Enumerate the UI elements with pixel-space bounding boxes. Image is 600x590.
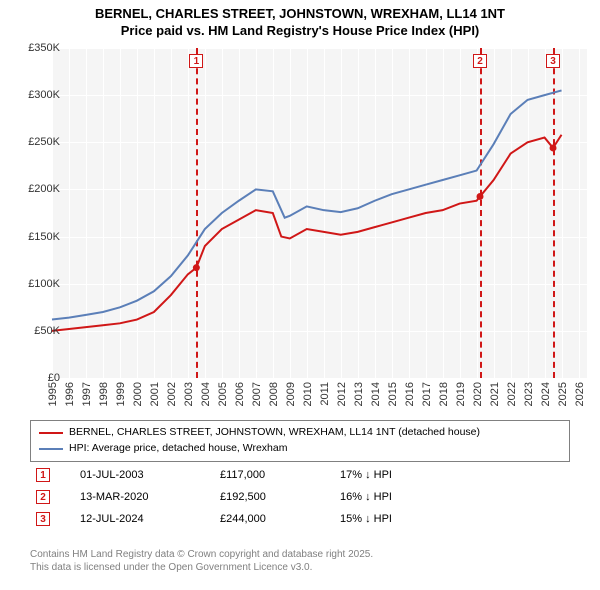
footer-line1: Contains HM Land Registry data © Crown c… bbox=[30, 549, 373, 560]
event-marker: 2 bbox=[473, 54, 487, 68]
legend-label: BERNEL, CHARLES STREET, JOHNSTOWN, WREXH… bbox=[69, 425, 480, 441]
sale-price: £117,000 bbox=[220, 469, 310, 481]
sale-row: 1 01-JUL-2003 £117,000 17% ↓ HPI bbox=[30, 464, 570, 486]
sale-row: 3 12-JUL-2024 £244,000 15% ↓ HPI bbox=[30, 508, 570, 530]
y-axis-label: £350K bbox=[28, 42, 60, 54]
x-axis-label: 2009 bbox=[285, 382, 297, 406]
sale-price: £244,000 bbox=[220, 513, 310, 525]
x-axis-label: 2021 bbox=[489, 382, 501, 406]
x-axis-label: 2001 bbox=[149, 382, 161, 406]
footer: Contains HM Land Registry data © Crown c… bbox=[30, 548, 373, 574]
sale-date: 12-JUL-2024 bbox=[80, 513, 190, 525]
gridline-h bbox=[52, 378, 587, 379]
chart-container: BERNEL, CHARLES STREET, JOHNSTOWN, WREXH… bbox=[0, 0, 600, 590]
x-axis-label: 2018 bbox=[438, 382, 450, 406]
sale-row: 2 13-MAR-2020 £192,500 16% ↓ HPI bbox=[30, 486, 570, 508]
x-axis-label: 2025 bbox=[557, 382, 569, 406]
sale-marker: 1 bbox=[36, 468, 50, 482]
x-axis-label: 2019 bbox=[455, 382, 467, 406]
x-axis-label: 2013 bbox=[353, 382, 365, 406]
legend-swatch bbox=[39, 448, 63, 450]
x-axis-label: 2005 bbox=[217, 382, 229, 406]
y-axis-label: £150K bbox=[28, 231, 60, 243]
x-axis-label: 2000 bbox=[132, 382, 144, 406]
y-axis-label: £100K bbox=[28, 278, 60, 290]
x-axis-label: 2017 bbox=[421, 382, 433, 406]
x-axis-label: 2015 bbox=[387, 382, 399, 406]
plot-area: 1 2 3 bbox=[52, 48, 587, 378]
series-line-price_paid bbox=[52, 135, 562, 331]
series-marker bbox=[193, 264, 200, 271]
x-axis-label: 1998 bbox=[98, 382, 110, 406]
series-marker bbox=[550, 144, 557, 151]
sale-pct: 17% ↓ HPI bbox=[340, 469, 440, 481]
x-axis-label: 2011 bbox=[319, 382, 331, 406]
event-marker: 3 bbox=[546, 54, 560, 68]
x-axis-label: 2022 bbox=[506, 382, 518, 406]
legend: BERNEL, CHARLES STREET, JOHNSTOWN, WREXH… bbox=[30, 420, 570, 462]
chart-title: BERNEL, CHARLES STREET, JOHNSTOWN, WREXH… bbox=[0, 0, 600, 40]
line-svg bbox=[52, 48, 587, 378]
event-marker: 1 bbox=[189, 54, 203, 68]
x-axis-label: 2014 bbox=[370, 382, 382, 406]
x-axis-label: 1999 bbox=[115, 382, 127, 406]
legend-swatch bbox=[39, 432, 63, 434]
legend-label: HPI: Average price, detached house, Wrex… bbox=[69, 441, 288, 457]
sale-date: 13-MAR-2020 bbox=[80, 491, 190, 503]
x-axis-label: 2006 bbox=[234, 382, 246, 406]
x-axis-label: 2008 bbox=[268, 382, 280, 406]
x-axis-label: 2024 bbox=[540, 382, 552, 406]
footer-line2: This data is licensed under the Open Gov… bbox=[30, 562, 312, 573]
x-axis-label: 2026 bbox=[574, 382, 586, 406]
y-axis-label: £200K bbox=[28, 183, 60, 195]
title-line2: Price paid vs. HM Land Registry's House … bbox=[121, 23, 480, 38]
legend-item: BERNEL, CHARLES STREET, JOHNSTOWN, WREXH… bbox=[39, 425, 561, 441]
y-axis-label: £250K bbox=[28, 136, 60, 148]
x-axis-label: 1996 bbox=[64, 382, 76, 406]
legend-item: HPI: Average price, detached house, Wrex… bbox=[39, 441, 561, 457]
sale-date: 01-JUL-2003 bbox=[80, 469, 190, 481]
x-axis-label: 2010 bbox=[302, 382, 314, 406]
x-axis-label: 2016 bbox=[404, 382, 416, 406]
series-marker bbox=[477, 193, 484, 200]
x-axis-label: 1997 bbox=[81, 382, 93, 406]
x-axis-label: 2012 bbox=[336, 382, 348, 406]
title-line1: BERNEL, CHARLES STREET, JOHNSTOWN, WREXH… bbox=[95, 6, 505, 21]
x-axis-label: 2020 bbox=[472, 382, 484, 406]
sale-marker: 3 bbox=[36, 512, 50, 526]
sales-table: 1 01-JUL-2003 £117,000 17% ↓ HPI 2 13-MAR-202… bbox=[30, 464, 570, 530]
series-line-hpi bbox=[52, 90, 562, 319]
x-axis-label: 2003 bbox=[183, 382, 195, 406]
x-axis-label: 2007 bbox=[251, 382, 263, 406]
x-axis-label: 1995 bbox=[47, 382, 59, 406]
sale-pct: 15% ↓ HPI bbox=[340, 513, 440, 525]
sale-price: £192,500 bbox=[220, 491, 310, 503]
y-axis-label: £50K bbox=[34, 325, 60, 337]
x-axis-label: 2023 bbox=[523, 382, 535, 406]
y-axis-label: £300K bbox=[28, 89, 60, 101]
sale-marker: 2 bbox=[36, 490, 50, 504]
x-axis-label: 2002 bbox=[166, 382, 178, 406]
x-axis-label: 2004 bbox=[200, 382, 212, 406]
sale-pct: 16% ↓ HPI bbox=[340, 491, 440, 503]
